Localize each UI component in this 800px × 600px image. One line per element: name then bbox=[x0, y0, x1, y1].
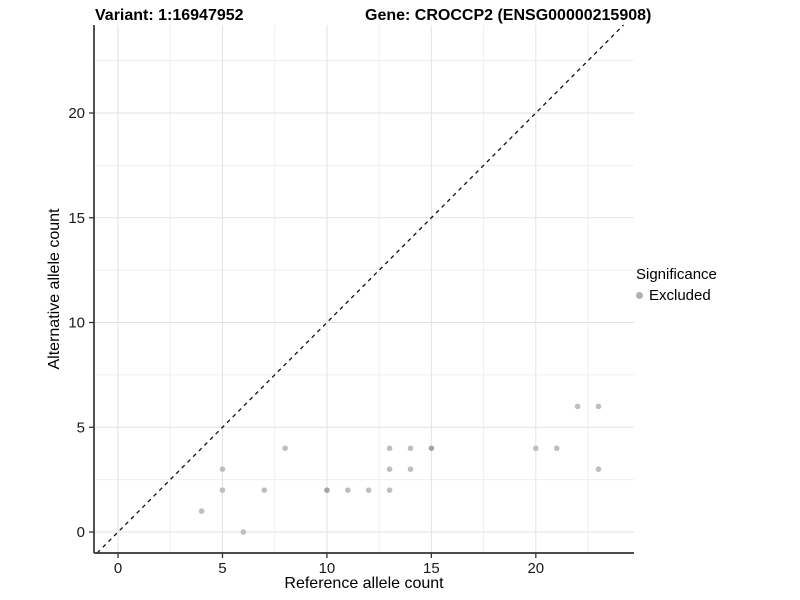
data-point bbox=[428, 445, 435, 452]
data-point bbox=[282, 445, 288, 452]
x-tick-label: 15 bbox=[423, 560, 440, 577]
data-point bbox=[345, 487, 351, 493]
y-tick-label: 15 bbox=[68, 210, 85, 227]
data-point bbox=[386, 445, 393, 452]
x-axis-title: Reference allele count bbox=[284, 575, 444, 592]
legend-key-dot-icon bbox=[636, 292, 643, 299]
data-point bbox=[533, 445, 539, 452]
data-point bbox=[219, 487, 226, 493]
x-tick-label: 0 bbox=[114, 560, 122, 577]
data-point bbox=[386, 466, 393, 472]
data-point bbox=[595, 466, 602, 472]
data-point bbox=[261, 487, 268, 493]
identity-dashed-line bbox=[96, 24, 625, 554]
data-point bbox=[595, 403, 602, 410]
y-axis-title: Alternative allele count bbox=[46, 208, 63, 370]
x-tick-label: 5 bbox=[218, 560, 226, 577]
data-point bbox=[198, 508, 205, 514]
y-tick-label: 10 bbox=[68, 315, 85, 332]
legend-item-excluded: Excluded bbox=[636, 287, 717, 304]
data-point bbox=[365, 487, 372, 493]
data-point bbox=[324, 487, 330, 493]
y-tick-label: 0 bbox=[77, 524, 85, 541]
variant-title: Variant: 1:16947952 bbox=[95, 7, 244, 24]
legend: Significance Excluded bbox=[636, 266, 717, 304]
data-point bbox=[574, 403, 581, 410]
data-point bbox=[407, 466, 414, 472]
x-tick-label: 10 bbox=[319, 560, 336, 577]
y-tick-label: 20 bbox=[68, 105, 85, 122]
data-point bbox=[219, 466, 226, 472]
data-point bbox=[240, 529, 247, 535]
data-point bbox=[386, 487, 393, 493]
y-tick-label: 5 bbox=[77, 419, 85, 436]
data-point bbox=[407, 445, 414, 452]
data-point bbox=[553, 445, 560, 452]
gene-title: Gene: CROCCP2 (ENSG00000215908) bbox=[365, 7, 652, 24]
legend-item-label: Excluded bbox=[649, 287, 711, 304]
x-tick-label: 20 bbox=[527, 560, 544, 577]
legend-title: Significance bbox=[636, 266, 717, 283]
